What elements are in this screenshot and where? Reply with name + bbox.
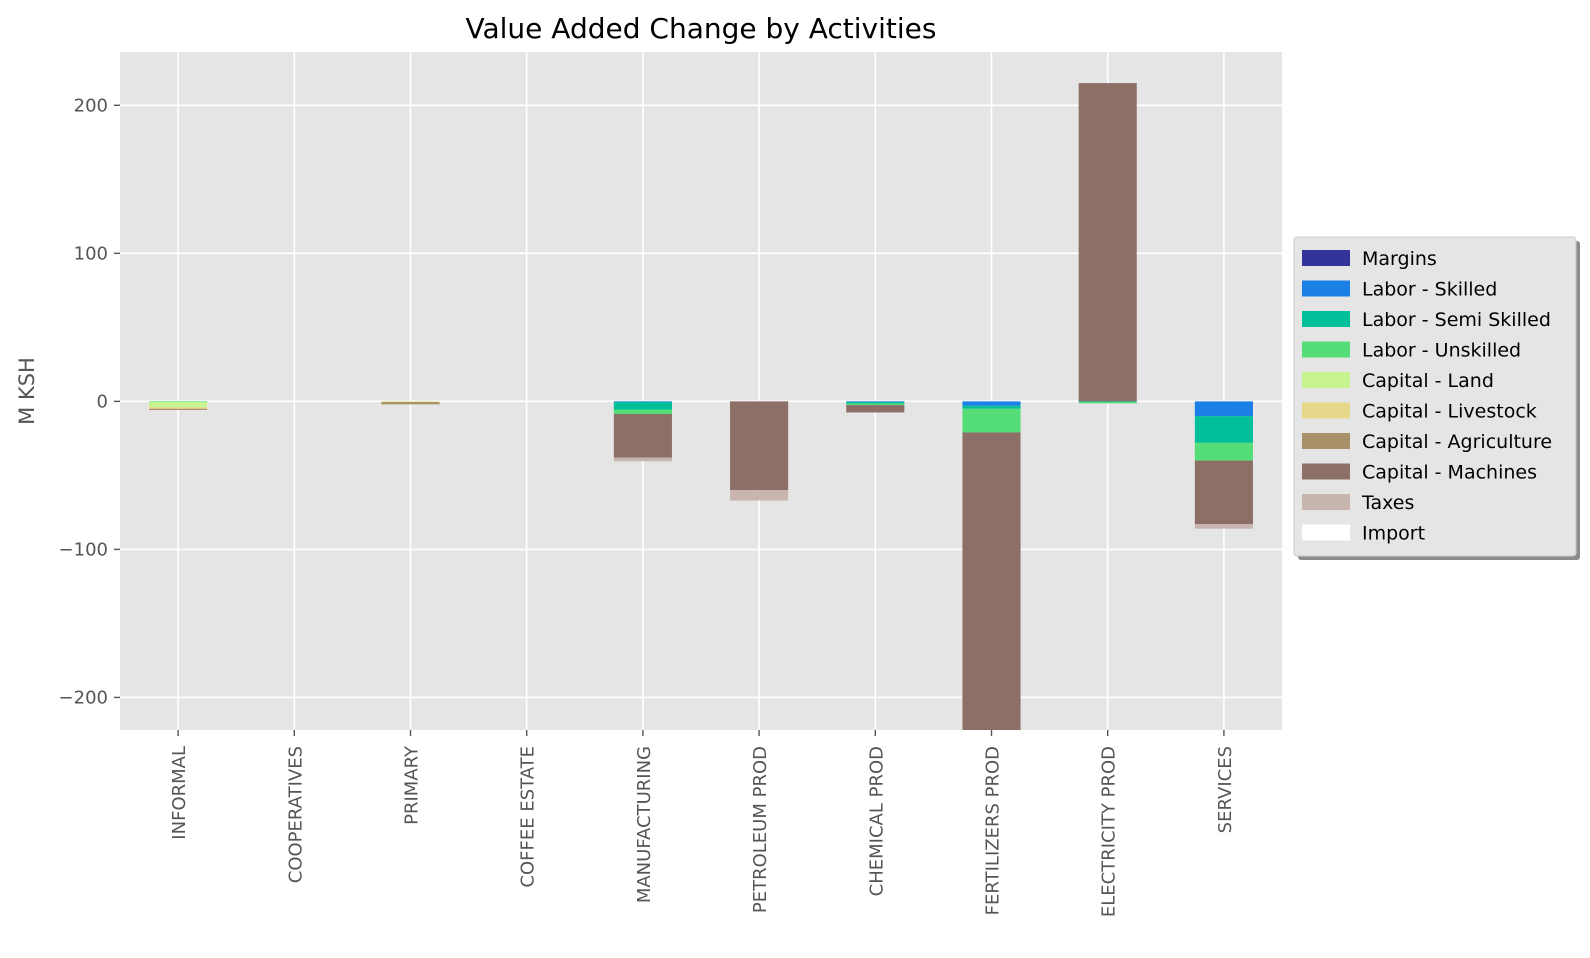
x-tick-label: COOPERATIVES <box>285 746 306 883</box>
bar-segment <box>1194 524 1253 529</box>
bar-segment <box>846 403 905 406</box>
x-tick-label: PETROLEUM PROD <box>750 746 771 913</box>
x-tick-label: SERVICES <box>1215 746 1236 833</box>
x-tick-label: CHEMICAL PROD <box>866 746 887 896</box>
bar-segment <box>149 402 208 408</box>
legend-box <box>1293 236 1577 557</box>
bar-segment <box>1194 401 1253 417</box>
bar-segment <box>1194 442 1253 461</box>
legend-label: Labor - Unskilled <box>1362 340 1521 362</box>
legend-label: Capital - Land <box>1362 370 1494 392</box>
bar-segment <box>613 401 672 403</box>
bars <box>149 83 1253 730</box>
bar-segment <box>730 401 789 491</box>
legend: Margins Labor - Skilled Labor - Semi Skill… <box>1293 236 1580 560</box>
y-axis: −200 −100 0 100 200 <box>59 95 120 708</box>
bar-segment <box>1194 460 1253 525</box>
legend-swatch <box>1302 494 1350 510</box>
legend-label: Labor - Semi Skilled <box>1362 309 1551 331</box>
bar-segment <box>1078 402 1137 404</box>
legend-label: Labor - Skilled <box>1362 279 1497 301</box>
x-tick-label: INFORMAL <box>169 746 190 840</box>
legend-swatch <box>1302 433 1350 449</box>
bar-segment <box>613 402 672 410</box>
bar-segment <box>962 432 1021 730</box>
bar-segment <box>1078 83 1137 402</box>
legend-swatch <box>1302 463 1350 480</box>
legend-swatch <box>1302 311 1350 327</box>
x-tick-label: MANUFACTURING <box>634 746 655 903</box>
x-tick-label: COFFEE ESTATE <box>518 746 539 888</box>
legend-label: Import <box>1362 523 1425 545</box>
grid <box>120 52 1282 730</box>
legend-label: Margins <box>1362 248 1437 270</box>
bar-segment <box>613 409 672 414</box>
legend-swatch <box>1302 341 1350 358</box>
bar-segment <box>1194 416 1253 443</box>
y-tick-label: 200 <box>74 95 108 116</box>
x-tick-label: FERTILIZERS PROD <box>983 746 1004 915</box>
y-tick-label: −100 <box>59 539 108 560</box>
x-tick-label: PRIMARY <box>402 745 423 825</box>
bar-segment <box>613 413 672 458</box>
bar-segment <box>962 401 1021 406</box>
bar-segment <box>846 401 905 403</box>
legend-label: Taxes <box>1361 492 1414 514</box>
y-tick-label: 100 <box>74 243 108 264</box>
legend-label: Capital - Agriculture <box>1362 431 1552 453</box>
bar-segment <box>149 408 208 410</box>
x-axis: INFORMAL COOPERATIVES PRIMARY COFFEE ESTATE… <box>169 730 1236 917</box>
bar-segment <box>381 401 440 403</box>
legend-label: Capital - Machines <box>1362 462 1537 484</box>
bar-segment <box>613 457 672 462</box>
legend-swatch <box>1302 250 1350 266</box>
x-tick-label: ELECTRICITY PROD <box>1099 746 1120 917</box>
legend-swatch <box>1302 402 1350 419</box>
bar-segment <box>846 402 905 404</box>
legend-label: Capital - Livestock <box>1362 401 1537 423</box>
bar-segment <box>962 405 1021 409</box>
legend-swatch <box>1302 372 1350 388</box>
chart-title: Value Added Change by Activities <box>466 12 937 45</box>
bar-segment <box>381 402 440 405</box>
bar-segment <box>962 408 1021 433</box>
legend-swatch <box>1302 524 1350 541</box>
bar-segment <box>730 490 789 501</box>
bar-segment <box>846 405 905 413</box>
bar-segment <box>149 401 208 403</box>
bar-segment <box>149 407 208 409</box>
bar-segment <box>1078 401 1137 403</box>
y-tick-label: −200 <box>59 687 108 708</box>
y-axis-label: M KSH <box>15 357 39 425</box>
y-tick-label: 0 <box>97 391 108 412</box>
legend-swatch <box>1302 280 1350 297</box>
